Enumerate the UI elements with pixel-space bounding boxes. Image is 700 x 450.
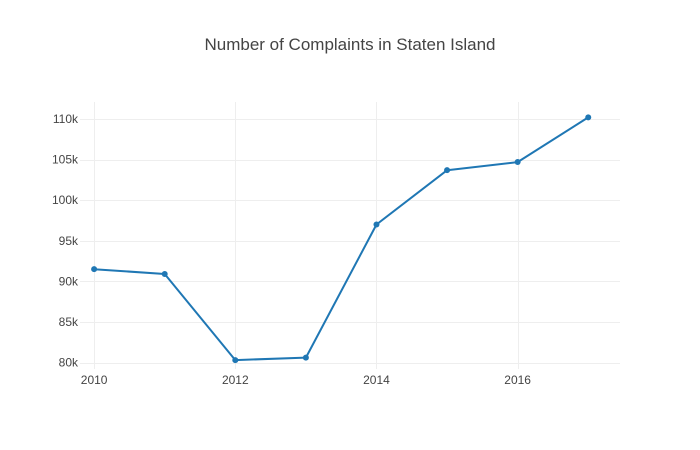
- data-point: [161, 271, 168, 278]
- y-tick-label: 100k: [52, 193, 79, 207]
- y-tick-label: 90k: [59, 274, 79, 288]
- data-point: [302, 354, 309, 361]
- y-axis-ticks: 80k 85k 90k 95k 100k 105k 110k: [52, 112, 79, 369]
- series-layer: [91, 114, 592, 364]
- data-point: [444, 167, 451, 174]
- x-tick-label: 2014: [363, 373, 390, 387]
- data-point: [514, 159, 521, 166]
- x-tick-label: 2016: [504, 373, 531, 387]
- x-tick-label: 2010: [81, 373, 108, 387]
- data-point: [91, 266, 98, 273]
- x-gridlines: [94, 102, 519, 369]
- data-point: [585, 114, 592, 121]
- y-tick-label: 95k: [59, 234, 79, 248]
- data-point: [373, 221, 380, 228]
- chart-title: Number of Complaints in Staten Island: [204, 35, 495, 54]
- y-tick-label: 80k: [59, 356, 79, 370]
- y-tick-label: 110k: [53, 112, 79, 126]
- x-axis-ticks: 2010 2012 2014 2016: [81, 373, 532, 387]
- y-tick-label: 105k: [52, 153, 79, 167]
- data-point: [232, 357, 239, 364]
- x-tick-label: 2012: [222, 373, 249, 387]
- y-tick-label: 85k: [59, 315, 79, 329]
- series-line: [94, 116, 589, 362]
